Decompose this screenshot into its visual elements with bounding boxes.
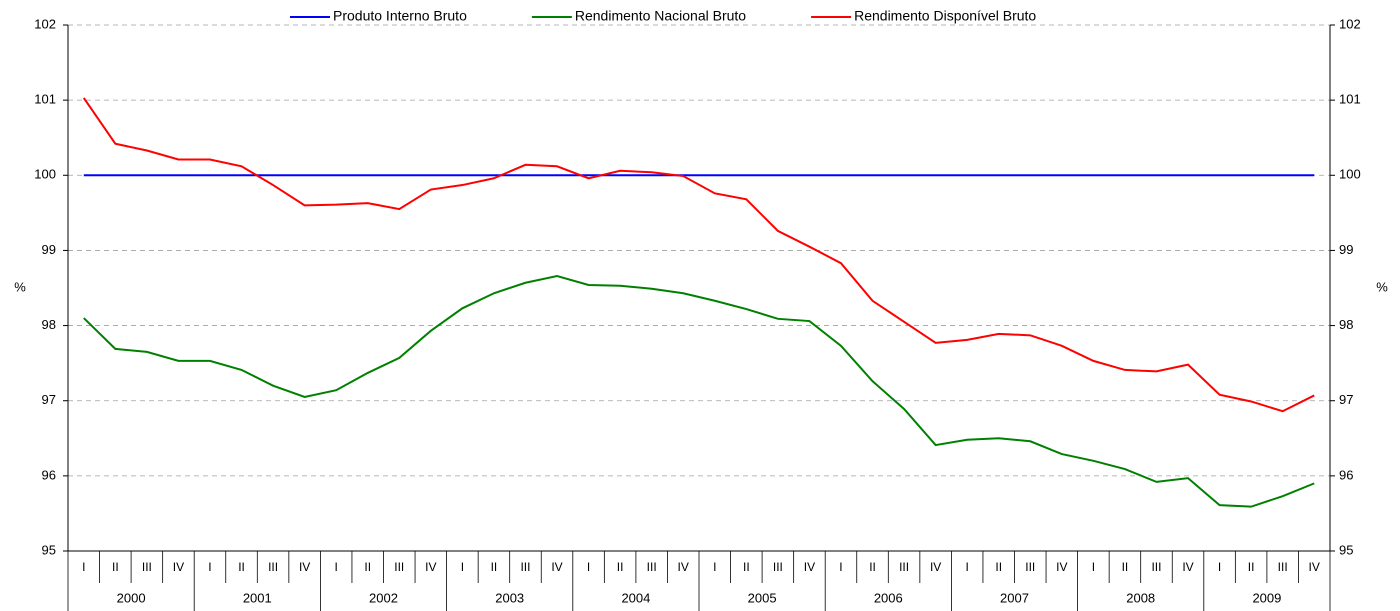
x-group-label: 2002 <box>369 590 398 605</box>
x-tick-label: IV <box>299 560 310 574</box>
x-tick-label: III <box>268 560 278 574</box>
y2-tick-label: 100 <box>1339 167 1361 182</box>
x-tick-label: II <box>112 560 119 574</box>
legend-label: Rendimento Disponível Bruto <box>854 8 1036 24</box>
y2-tick-label: 97 <box>1339 392 1353 407</box>
y2-tick-label: 95 <box>1339 542 1353 557</box>
x-group-label: 2006 <box>874 590 903 605</box>
x-tick-label: IV <box>425 560 436 574</box>
x-group-label: 2005 <box>748 590 777 605</box>
x-tick-label: II <box>364 560 371 574</box>
x-tick-label: II <box>617 560 624 574</box>
y-tick-label: 102 <box>34 16 56 31</box>
y-tick-label: 100 <box>34 167 56 182</box>
x-tick-label: III <box>773 560 783 574</box>
x-tick-label: I <box>966 560 969 574</box>
x-tick-label: IV <box>678 560 689 574</box>
x-group-label: 2004 <box>621 590 650 605</box>
x-tick-label: I <box>713 560 716 574</box>
x-tick-label: I <box>461 560 464 574</box>
y2-tick-label: 101 <box>1339 92 1361 107</box>
x-tick-label: IV <box>930 560 941 574</box>
y-tick-label: 97 <box>42 392 56 407</box>
y2-axis-label: % <box>1376 279 1388 294</box>
y-tick-label: 95 <box>42 542 56 557</box>
y-tick-label: 99 <box>42 242 56 257</box>
x-tick-label: III <box>394 560 404 574</box>
x-tick-label: I <box>1092 560 1095 574</box>
x-group-label: 2008 <box>1126 590 1155 605</box>
legend-label: Produto Interno Bruto <box>333 8 467 24</box>
x-tick-label: I <box>1218 560 1221 574</box>
x-tick-label: II <box>1122 560 1129 574</box>
x-tick-label: III <box>1278 560 1288 574</box>
y2-tick-label: 98 <box>1339 317 1353 332</box>
x-group-label: 2009 <box>1252 590 1281 605</box>
x-tick-label: IV <box>1056 560 1067 574</box>
x-tick-label: II <box>491 560 498 574</box>
x-tick-label: I <box>335 560 338 574</box>
x-tick-label: IV <box>551 560 562 574</box>
x-tick-label: III <box>1025 560 1035 574</box>
x-tick-label: IV <box>1309 560 1320 574</box>
series-line <box>82 97 1315 413</box>
x-tick-label: II <box>743 560 750 574</box>
x-tick-label: III <box>1151 560 1161 574</box>
x-group-label: 2001 <box>243 590 272 605</box>
y2-tick-label: 102 <box>1339 16 1361 31</box>
x-tick-label: I <box>82 560 85 574</box>
y-tick-label: 96 <box>42 467 56 482</box>
x-group-label: 2007 <box>1000 590 1029 605</box>
x-tick-label: I <box>587 560 590 574</box>
x-tick-label: II <box>238 560 245 574</box>
x-tick-label: I <box>208 560 211 574</box>
x-group-label: 2003 <box>495 590 524 605</box>
legend-label: Rendimento Nacional Bruto <box>575 8 746 24</box>
y-tick-label: 101 <box>34 92 56 107</box>
x-tick-label: III <box>142 560 152 574</box>
x-group-label: 2000 <box>117 590 146 605</box>
y2-tick-label: 99 <box>1339 242 1353 257</box>
x-tick-label: III <box>647 560 657 574</box>
x-tick-label: I <box>839 560 842 574</box>
x-tick-label: II <box>869 560 876 574</box>
x-tick-label: IV <box>804 560 815 574</box>
x-tick-label: III <box>520 560 530 574</box>
x-tick-label: II <box>995 560 1002 574</box>
y-tick-label: 98 <box>42 317 56 332</box>
x-tick-label: III <box>899 560 909 574</box>
x-tick-label: II <box>1248 560 1255 574</box>
y-axis-label: % <box>14 279 26 294</box>
y2-tick-label: 96 <box>1339 467 1353 482</box>
x-tick-label: IV <box>173 560 184 574</box>
x-tick-label: IV <box>1182 560 1193 574</box>
series-line <box>83 274 1315 508</box>
